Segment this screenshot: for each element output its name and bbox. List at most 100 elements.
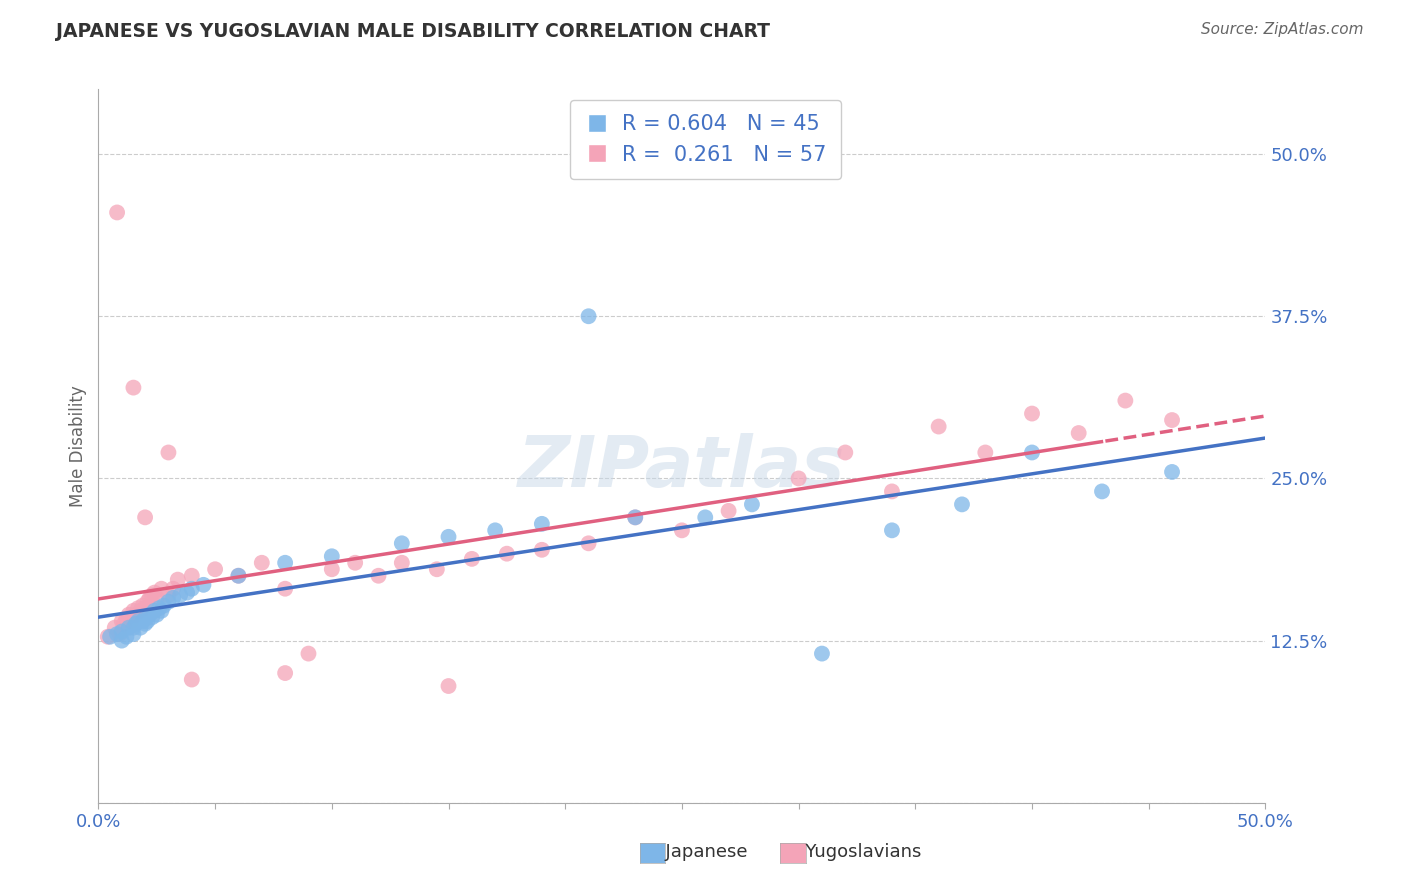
Point bbox=[143, 585, 166, 599]
Point bbox=[127, 601, 149, 615]
Point bbox=[228, 568, 250, 582]
Point bbox=[125, 607, 148, 622]
Point bbox=[484, 524, 506, 538]
Point bbox=[974, 445, 997, 459]
Point bbox=[134, 611, 156, 625]
Point bbox=[134, 601, 156, 615]
Point bbox=[136, 614, 159, 628]
Point bbox=[426, 562, 449, 576]
Point bbox=[391, 536, 413, 550]
Point bbox=[122, 381, 145, 395]
Point bbox=[112, 616, 135, 631]
Point bbox=[134, 616, 156, 631]
Point bbox=[111, 633, 134, 648]
Point bbox=[127, 614, 149, 628]
Point bbox=[157, 595, 180, 609]
Point bbox=[391, 556, 413, 570]
Point bbox=[176, 585, 198, 599]
Point bbox=[180, 568, 202, 582]
Point bbox=[880, 524, 903, 538]
Text: Japanese: Japanese bbox=[654, 843, 748, 861]
Point bbox=[578, 536, 600, 550]
Text: Source: ZipAtlas.com: Source: ZipAtlas.com bbox=[1201, 22, 1364, 37]
Point bbox=[787, 471, 810, 485]
Point bbox=[150, 604, 173, 618]
Point bbox=[122, 604, 145, 618]
Point bbox=[461, 552, 484, 566]
Point bbox=[162, 582, 184, 596]
Point bbox=[169, 588, 191, 602]
Y-axis label: Male Disability: Male Disability bbox=[69, 385, 87, 507]
Point bbox=[105, 205, 128, 219]
Point bbox=[120, 614, 142, 628]
Point bbox=[530, 516, 553, 531]
Point bbox=[97, 630, 120, 644]
Point bbox=[139, 607, 162, 622]
Point bbox=[143, 604, 166, 618]
Point bbox=[98, 630, 121, 644]
Legend: R = 0.604   N = 45, R =  0.261   N = 57: R = 0.604 N = 45, R = 0.261 N = 57 bbox=[569, 100, 841, 179]
Point bbox=[1161, 465, 1184, 479]
Point bbox=[166, 573, 188, 587]
Point bbox=[204, 562, 226, 576]
Point bbox=[695, 510, 717, 524]
Point bbox=[134, 510, 156, 524]
Point bbox=[122, 621, 145, 635]
Point bbox=[111, 614, 134, 628]
Point bbox=[274, 582, 297, 596]
Point bbox=[136, 595, 159, 609]
Point bbox=[228, 568, 250, 582]
Point bbox=[274, 666, 297, 681]
Point bbox=[115, 630, 138, 644]
Point bbox=[344, 556, 367, 570]
Point bbox=[146, 607, 169, 622]
Point bbox=[105, 627, 128, 641]
Point bbox=[115, 611, 138, 625]
Point bbox=[1114, 393, 1136, 408]
Point bbox=[880, 484, 903, 499]
Point bbox=[193, 578, 215, 592]
Point bbox=[129, 621, 152, 635]
Point bbox=[297, 647, 319, 661]
Point bbox=[139, 591, 162, 605]
Point bbox=[141, 588, 163, 602]
Point bbox=[811, 647, 834, 661]
Point bbox=[129, 604, 152, 618]
Point bbox=[928, 419, 950, 434]
Point bbox=[624, 510, 647, 524]
Point bbox=[132, 599, 155, 613]
Point bbox=[180, 673, 202, 687]
Point bbox=[530, 542, 553, 557]
Point bbox=[437, 679, 460, 693]
Point bbox=[118, 607, 141, 622]
Point bbox=[157, 445, 180, 459]
Point bbox=[834, 445, 856, 459]
Point bbox=[162, 591, 184, 605]
Point bbox=[141, 610, 163, 624]
Point bbox=[717, 504, 740, 518]
Point bbox=[274, 556, 297, 570]
Point bbox=[180, 582, 202, 596]
Point bbox=[1161, 413, 1184, 427]
Point bbox=[118, 621, 141, 635]
Text: Yugoslavians: Yugoslavians bbox=[794, 843, 922, 861]
Point bbox=[1067, 425, 1090, 440]
Point bbox=[367, 568, 389, 582]
Point bbox=[741, 497, 763, 511]
Point bbox=[578, 310, 600, 324]
Point bbox=[321, 549, 343, 564]
Point bbox=[152, 599, 174, 613]
Point bbox=[250, 556, 273, 570]
Text: ZIPatlas: ZIPatlas bbox=[519, 433, 845, 502]
Text: JAPANESE VS YUGOSLAVIAN MALE DISABILITY CORRELATION CHART: JAPANESE VS YUGOSLAVIAN MALE DISABILITY … bbox=[56, 22, 770, 41]
Point bbox=[108, 627, 131, 641]
Point bbox=[624, 510, 647, 524]
Point bbox=[1021, 407, 1043, 421]
Point bbox=[125, 616, 148, 631]
Point bbox=[671, 524, 693, 538]
Point bbox=[950, 497, 973, 511]
Point bbox=[122, 627, 145, 641]
Point bbox=[157, 588, 180, 602]
Point bbox=[132, 614, 155, 628]
Point bbox=[146, 591, 169, 605]
